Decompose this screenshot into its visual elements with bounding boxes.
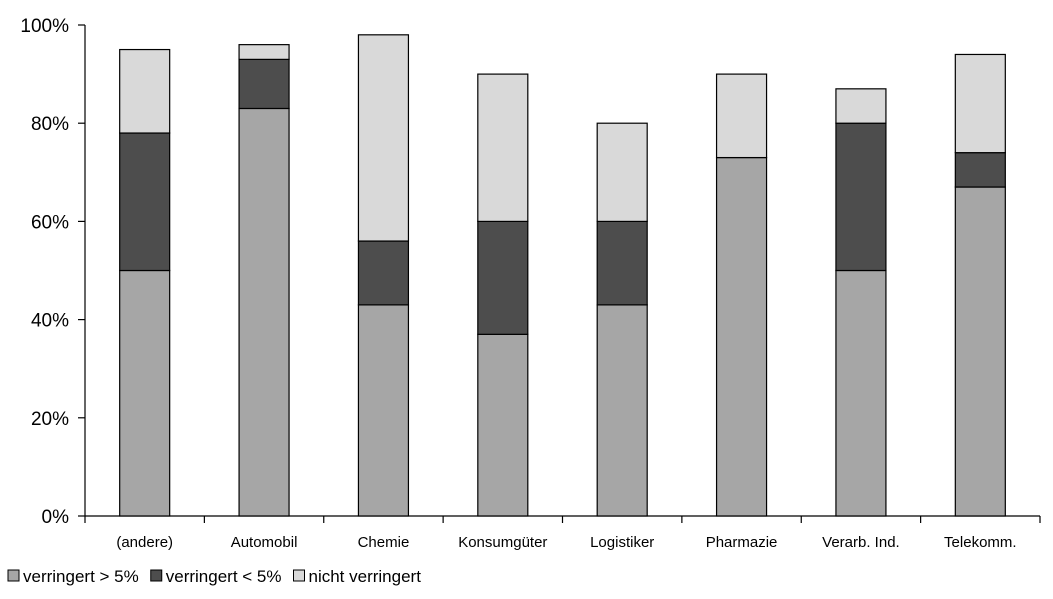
y-tick-label: 100%	[20, 16, 69, 37]
y-tick-label: 0%	[42, 507, 70, 528]
x-tick-label: Logistiker	[590, 534, 654, 551]
x-tick-label: (andere)	[116, 534, 173, 551]
y-tick-label: 40%	[31, 311, 69, 332]
bar-segment-2	[954, 152, 1006, 188]
x-tick-label: Chemie	[358, 534, 410, 551]
bar-segment-1	[477, 333, 529, 517]
bar-segment-3	[715, 73, 768, 159]
x-axis: (andere) Automobil Chemie Konsumgüter Logist…	[84, 515, 1041, 551]
legend-swatch	[7, 569, 20, 582]
x-tick-label: Konsumgüter	[458, 534, 547, 551]
bar-segment-3	[835, 88, 887, 124]
bar-segment-2	[238, 58, 290, 110]
bar-segment-3	[238, 44, 290, 60]
legend-swatch	[293, 569, 305, 582]
bar-segment-3	[596, 122, 648, 222]
bar-segment-3	[477, 73, 529, 223]
legend-label: nicht verringert	[309, 567, 422, 586]
bar-segment-1	[596, 304, 648, 517]
bar-segment-1	[357, 304, 410, 517]
bar-segment-1	[954, 186, 1006, 517]
legend: verringert > 5% verringert < 5% nicht verr…	[7, 567, 422, 586]
bar-segment-2	[835, 122, 887, 272]
bar-segment-3	[954, 53, 1006, 154]
y-axis: 0% 20% 40% 60% 80% 100%	[20, 16, 86, 528]
bar-segment-2	[119, 132, 171, 272]
y-tick-label: 20%	[31, 409, 69, 430]
bars	[119, 34, 1006, 517]
bar-segment-2	[357, 240, 410, 306]
bar-segment-3	[119, 48, 171, 134]
bar-segment-1	[238, 107, 290, 517]
bar-segment-1	[835, 269, 887, 517]
bar-segment-2	[596, 220, 648, 306]
x-tick-label: Telekomm.	[944, 534, 1017, 551]
x-tick-label: Pharmazie	[706, 534, 778, 551]
bar-segment-1	[119, 269, 171, 517]
bar-segment-1	[715, 156, 768, 517]
legend-label: verringert > 5%	[23, 567, 139, 586]
legend-swatch	[150, 569, 163, 582]
legend-label: verringert < 5%	[166, 567, 282, 586]
bar-segment-3	[357, 34, 410, 242]
x-tick-label: Automobil	[231, 534, 298, 551]
y-tick-label: 60%	[31, 212, 69, 233]
y-tick-label: 80%	[31, 114, 69, 135]
bar-segment-2	[477, 220, 529, 335]
x-tick-label: Verarb. Ind.	[822, 534, 900, 551]
